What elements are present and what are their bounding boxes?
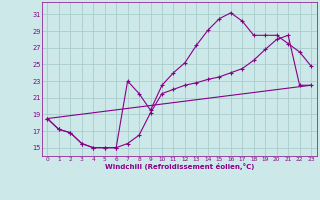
X-axis label: Windchill (Refroidissement éolien,°C): Windchill (Refroidissement éolien,°C)	[105, 163, 254, 170]
